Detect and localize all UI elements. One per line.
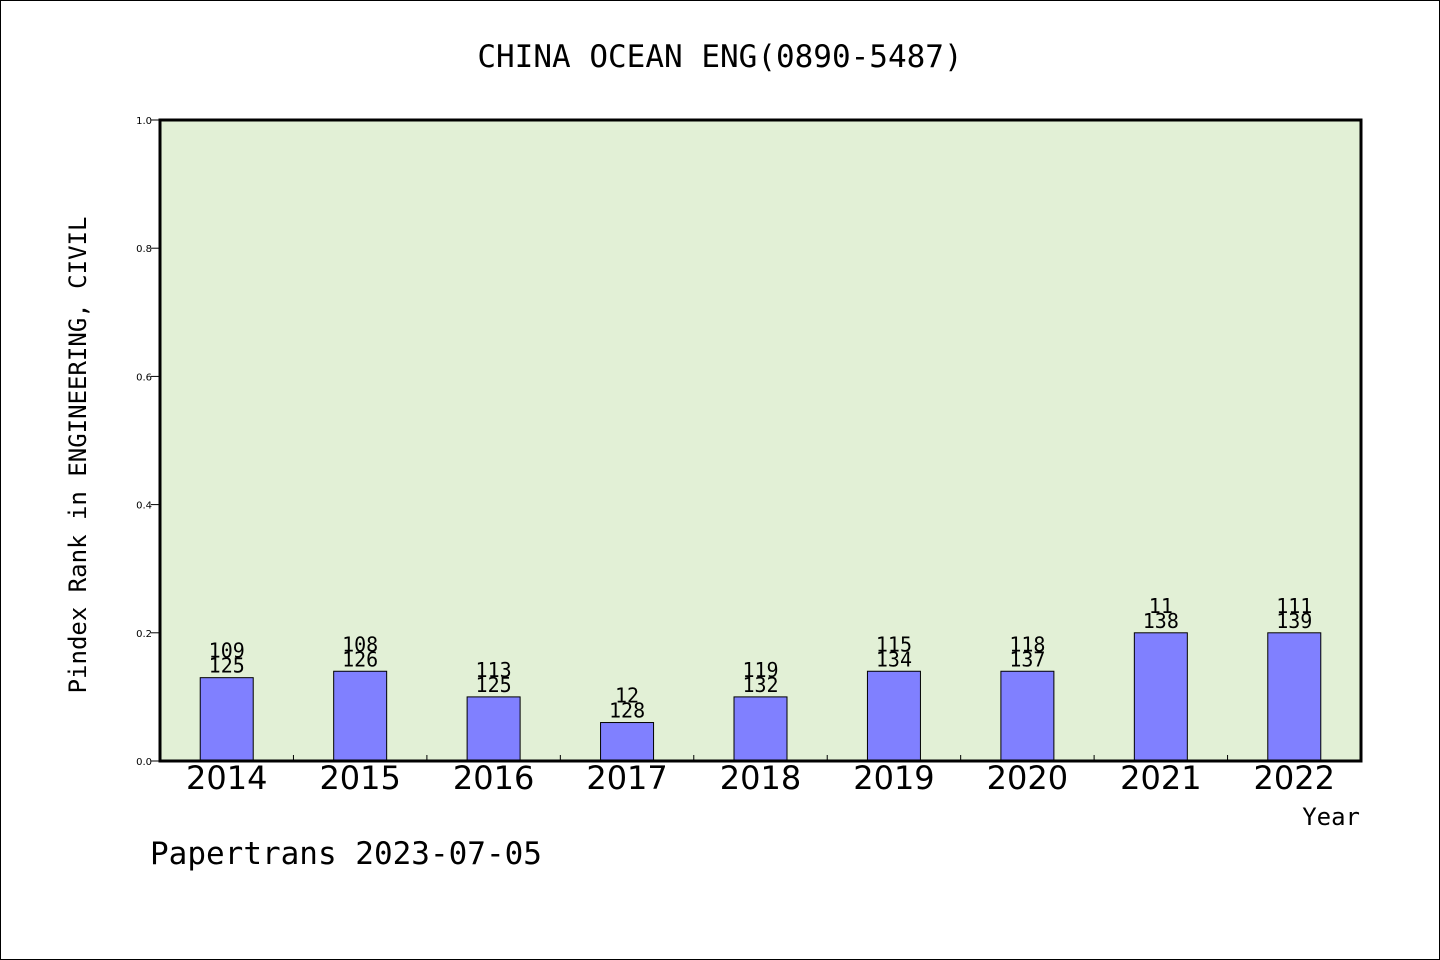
total-label: 125 (209, 654, 245, 678)
x-tick-label: 2014 (186, 759, 267, 797)
x-tick-label: 2018 (720, 759, 801, 797)
x-tick-label: 2015 (319, 759, 400, 797)
rank-label: 113 (476, 658, 512, 682)
chart-title: CHINA OCEAN ENG(0890-5487) (477, 39, 962, 75)
bar-2022 (1267, 632, 1322, 762)
bar-2019 (866, 670, 921, 762)
y-tick-label: 0.6 (136, 372, 152, 383)
x-tick-label: 2021 (1120, 759, 1201, 797)
bar-2016 (466, 696, 521, 762)
x-tick-label: 2019 (853, 759, 934, 797)
rank-label: 119 (742, 658, 778, 682)
total-label: 134 (876, 647, 912, 671)
bar-2018 (733, 696, 788, 762)
x-tick-label: 2020 (987, 759, 1068, 797)
y-axis: 0.0 0.2 0.4 0.6 0.8 1.0 (136, 116, 160, 768)
x-axis-label: Year (1302, 803, 1360, 831)
x-tick-label: 2017 (586, 759, 667, 797)
bar-2015 (333, 670, 388, 762)
rank-label: 111 (1276, 594, 1312, 618)
total-label: 137 (1009, 647, 1045, 671)
y-tick-label: 0.2 (136, 629, 152, 640)
rank-label: 108 (342, 632, 378, 656)
rank-label: 115 (876, 632, 912, 656)
y-tick-label: 0.4 (136, 501, 152, 512)
bar-2014 (199, 677, 254, 762)
bar-2017 (600, 722, 655, 762)
x-tick-label: 2016 (453, 759, 534, 797)
footer-label: Papertrans 2023-07-05 (150, 836, 542, 872)
total-label: 126 (342, 647, 378, 671)
rank-label: 11 (1149, 594, 1173, 618)
total-label: 125 (476, 673, 512, 697)
y-tick-label: 1.0 (136, 116, 152, 127)
total-label: 138 (1143, 609, 1179, 633)
y-tick-label: 0.8 (136, 244, 152, 255)
total-label: 132 (742, 673, 778, 697)
rank-label: 12 (615, 684, 639, 708)
bars (199, 632, 1322, 762)
plot-border (158, 118, 1363, 763)
y-tick-label: 0.0 (136, 757, 152, 768)
y-axis-label: Pindex Rank in ENGINEERING, CIVIL (64, 217, 92, 694)
bar-2020 (1000, 670, 1055, 762)
rank-label: 109 (209, 639, 245, 663)
total-label: 139 (1276, 609, 1312, 633)
x-axis: 2014 2015 2016 2017 2018 2019 2020 2021 2022 (186, 755, 1335, 797)
x-tick-label: 2022 (1254, 759, 1335, 797)
total-label: 128 (609, 699, 645, 723)
bar-2021 (1133, 632, 1188, 762)
rank-label: 118 (1009, 632, 1045, 656)
